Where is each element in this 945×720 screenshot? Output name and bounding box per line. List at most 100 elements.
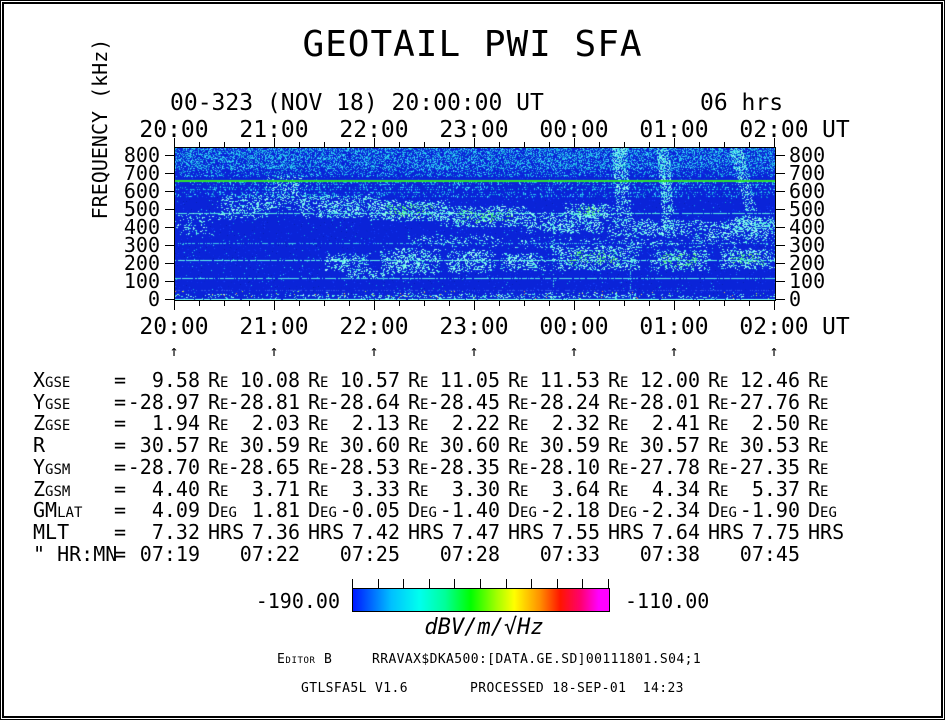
editor-label: Editor B: [277, 652, 333, 667]
ephemeris-unit: Re: [808, 411, 829, 435]
ephemeris-value: 07:25: [339, 542, 400, 566]
time-tick-minor-top: [624, 142, 625, 147]
freq-tick-right: [776, 191, 785, 192]
ephemeris-unit: Re: [708, 477, 729, 501]
ephemeris-value: -28.81: [227, 390, 300, 414]
ephemeris-unit: Deg: [308, 498, 337, 522]
time-tick-minor-bottom: [324, 301, 325, 306]
ephemeris-value: 7.42: [351, 520, 400, 544]
freq-tick-right: [776, 263, 785, 264]
colorbar-tick: [480, 579, 481, 588]
time-tick-minor-bottom: [499, 301, 500, 306]
ephemeris-value: -28.01: [627, 390, 700, 414]
ephemeris-unit: Re: [608, 477, 629, 501]
ephemeris-time-marker-arrow: ↑: [369, 342, 379, 360]
freq-label-right: 500: [789, 197, 826, 221]
ephemeris-value: 9.58: [151, 368, 200, 392]
freq-tick-left: [165, 227, 174, 228]
ephemeris-unit: Deg: [608, 498, 637, 522]
ephemeris-time-marker-arrow: ↑: [569, 342, 579, 360]
ephemeris-unit: Re: [808, 390, 829, 414]
ephemeris-unit: HRS: [708, 520, 745, 544]
ephemeris-unit: Re: [408, 411, 429, 435]
ephemeris-value: 4.40: [151, 477, 200, 501]
colorbar-unit-label: dBV/m/√Hz: [424, 615, 544, 640]
ephemeris-value: -28.65: [227, 455, 300, 479]
time-tick-minor-bottom: [724, 301, 725, 306]
ephemeris-value: -0.05: [339, 498, 400, 522]
ephemeris-value: 12.00: [639, 368, 700, 392]
ephemeris-value: 30.60: [339, 433, 400, 457]
ephemeris-unit: Re: [608, 390, 629, 414]
ephemeris-value: 5.37: [751, 477, 800, 501]
time-tick-minor-top: [749, 142, 750, 147]
time-tick-minor-bottom: [524, 301, 525, 306]
ephemeris-equals: =: [114, 411, 127, 435]
ephemeris-unit: Re: [708, 433, 729, 457]
ephemeris-unit: Re: [208, 455, 229, 479]
time-label-bottom: 23:00: [439, 314, 509, 340]
processed-date-label: PROCESSED 18-SEP-01 14:23: [470, 681, 684, 696]
freq-tick-right: [776, 245, 785, 246]
ephemeris-unit: Re: [708, 368, 729, 392]
ephemeris-value: 2.03: [251, 411, 300, 435]
ephemeris-value: 12.46: [739, 368, 800, 392]
colorbar-min-label: -190.00: [255, 589, 340, 613]
ephemeris-value: 30.59: [239, 433, 300, 457]
ephemeris-unit: Re: [508, 390, 529, 414]
colorbar-tick: [403, 579, 404, 588]
time-tick-minor-bottom: [749, 301, 750, 306]
ephemeris-value: 30.57: [639, 433, 700, 457]
time-tick-minor-bottom: [549, 301, 550, 306]
ephemeris-value: 07:33: [539, 542, 600, 566]
ephemeris-value: -2.34: [639, 498, 700, 522]
file-path-label: RRAVAX$DKA500:[DATA.GE.SD]00111801.S04;1: [372, 652, 702, 667]
time-tick-major-bottom: [274, 301, 275, 310]
ephemeris-unit: HRS: [208, 520, 245, 544]
ephemeris-row-label: Zgse: [33, 411, 71, 435]
time-tick-minor-top: [724, 142, 725, 147]
time-tick-minor-top: [549, 142, 550, 147]
ephemeris-unit: Re: [608, 411, 629, 435]
ephemeris-value: 30.53: [739, 433, 800, 457]
ephemeris-value: -28.10: [527, 455, 600, 479]
ephemeris-unit: Re: [508, 411, 529, 435]
time-tick-minor-bottom: [349, 301, 350, 306]
freq-tick-right: [776, 155, 785, 156]
time-tick-minor-bottom: [449, 301, 450, 306]
ephemeris-value: 4.09: [151, 498, 200, 522]
ephemeris-value: 11.53: [539, 368, 600, 392]
ephemeris-unit: HRS: [308, 520, 345, 544]
ephemeris-equals: =: [114, 455, 127, 479]
ephemeris-time-marker-arrow: ↑: [169, 342, 179, 360]
ephemeris-unit: Re: [208, 368, 229, 392]
ephemeris-unit: Re: [208, 477, 229, 501]
ephemeris-unit: Re: [308, 390, 329, 414]
freq-label-right: 0: [789, 287, 802, 311]
freq-label-left: 300: [123, 233, 160, 257]
colorbar-tick: [531, 579, 532, 588]
ephemeris-unit: Re: [408, 390, 429, 414]
ephemeris-value: 4.34: [651, 477, 700, 501]
freq-label-right: 300: [789, 233, 826, 257]
ephemeris-value: 3.71: [251, 477, 300, 501]
time-tick-minor-bottom: [224, 301, 225, 306]
time-tick-minor-top: [649, 142, 650, 147]
time-label-bottom: 00:00: [539, 314, 609, 340]
colorbar-tick: [506, 579, 507, 588]
ephemeris-value: 07:19: [139, 542, 200, 566]
time-tick-minor-top: [699, 142, 700, 147]
ephemeris-unit: Re: [608, 368, 629, 392]
freq-label-left: 500: [123, 197, 160, 221]
ephemeris-value: -28.53: [327, 455, 400, 479]
time-tick-major-top: [374, 138, 375, 147]
freq-tick-left: [165, 263, 174, 264]
ephemeris-value: -1.90: [739, 498, 800, 522]
time-label-bottom: 02:00: [739, 314, 809, 340]
time-label-bottom: 21:00: [239, 314, 309, 340]
ephemeris-value: -2.18: [539, 498, 600, 522]
ephemeris-value: -1.40: [439, 498, 500, 522]
ephemeris-unit: Re: [308, 411, 329, 435]
program-version-label: GTLSFA5L V1.6: [301, 681, 408, 696]
ephemeris-row-label: Ygse: [33, 390, 71, 414]
